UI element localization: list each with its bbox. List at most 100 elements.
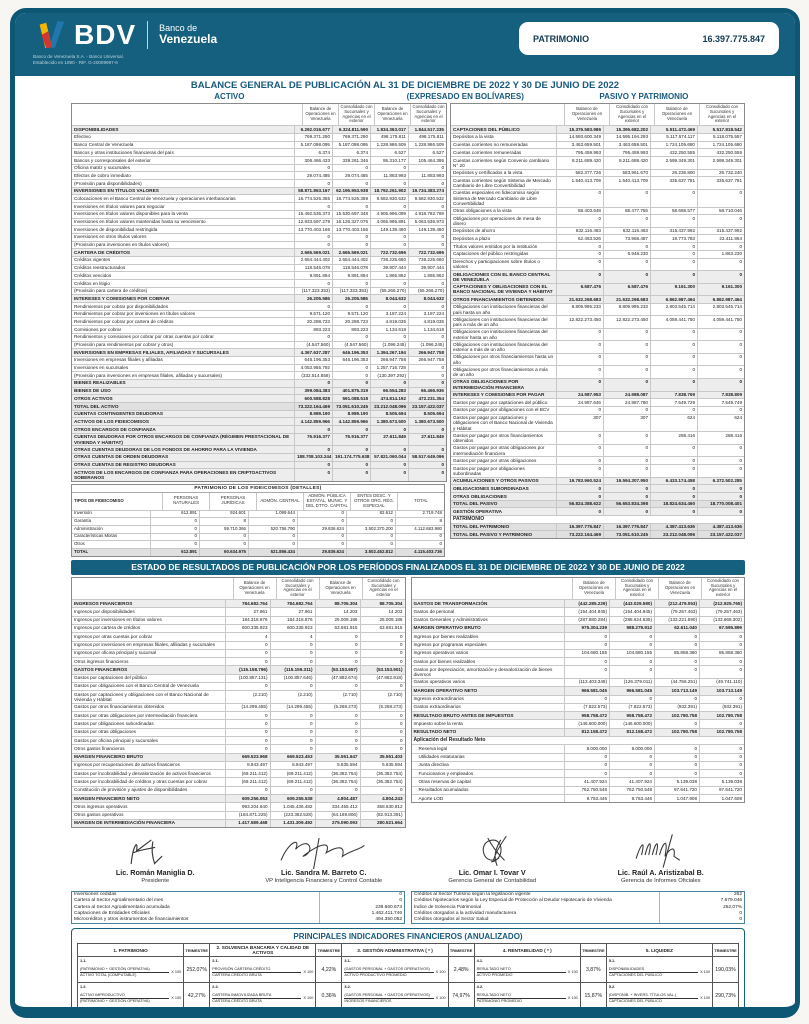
row-value: 8.044.632	[408, 295, 446, 303]
table-row: OTRAS OBLIGACIONES 0 0 0 0	[451, 492, 744, 500]
bdv-bird-icon	[39, 20, 65, 49]
table-row: Comisiones por cobrar 893.223 893.223 1.134…	[72, 325, 446, 333]
table-row: Cuentas corrientes remuneradas 795.459.99…	[451, 148, 744, 156]
table-row: Ingresos extraordinarios 0 0 0 0	[411, 694, 744, 703]
row-value: 12.833.597.279	[294, 218, 332, 226]
indicator-group: 1. PATRIMONIO TRIMESTRE 1.1. (PATRIMONIO + …	[78, 944, 210, 1007]
row-value: 0	[654, 720, 699, 728]
row-label: Gastos Generales y Administrativos	[413, 617, 488, 623]
row-label: Cartera al Sector Agroalimentario del me…	[74, 898, 164, 904]
row-label: Otros ingresos operativos	[74, 803, 128, 809]
row-value: 23.411.864	[697, 235, 744, 243]
table-row: Gastos por pagar por obligaciones con el…	[451, 405, 744, 414]
row-value: 0	[359, 745, 405, 753]
row-value: 0	[697, 258, 744, 271]
row-value: 0	[603, 444, 650, 457]
row-value: 7.549.749	[697, 399, 744, 406]
formula-numerator: RESULTADO NETO	[476, 993, 566, 999]
row-value: 4.367.637.287	[294, 349, 332, 356]
column-header: TOTAL	[397, 492, 444, 510]
row-value: 0	[556, 328, 603, 341]
table-row: Créditos hipotecarios según la Ley Espec…	[412, 897, 744, 905]
row-value: 0	[609, 633, 654, 641]
table-row: Obligaciones por otros financiamientos h…	[451, 352, 744, 366]
formula-denominator: ACTIVO PRODUCTIVO PROMEDIO	[344, 973, 407, 978]
row-label: TOTAL DEL ACTIVO	[74, 403, 119, 409]
row-value: 0	[556, 406, 603, 414]
column-header	[72, 114, 302, 115]
formula-factor: X 100	[567, 996, 578, 1001]
indicator-formula: 5.2. (DISPONIB. + INVERS. TÍTULOS VAL.) CA…	[607, 983, 714, 1007]
row-value: 188.708.103.244	[294, 453, 332, 461]
row-value: 4.142.859.966	[332, 418, 370, 426]
table-row: Gastos por pagar por otras obligaciones 0…	[451, 456, 744, 465]
trimestre-label: TRIMESTRE	[582, 947, 605, 953]
table-row: Inversiones de disponibilidad restringid…	[72, 225, 446, 233]
footnote-annualized: ( * ) ANUALIZADO, CALCULADO EN BASE A SA…	[81, 1010, 231, 1016]
row-value: 76.916.377	[294, 433, 332, 446]
row-value: 27.611.849	[408, 433, 446, 446]
row-value: 632.116.463	[603, 227, 650, 235]
row-value: 8.943.497	[269, 761, 315, 770]
table-row: ACUMULACIONES Y OTROS PASIVOS 19.783.960.…	[451, 476, 744, 485]
column-header: ADMÓN. PÚBLICA ESTATAL, MUNIC. Y DEL DTT…	[303, 492, 350, 510]
indicator-group-title: 5. LIQUIDEZ	[607, 944, 714, 957]
row-value: 0	[370, 379, 408, 387]
row-value: 600.588.828	[294, 395, 332, 402]
row-label: Ingresos por bienes realizables	[413, 633, 479, 639]
row-value: 0	[697, 353, 744, 366]
column-header: Consolidado con Sucursales y Agencias en…	[615, 577, 658, 600]
row-value: 0	[332, 379, 370, 387]
row-value: (79.257.463)	[654, 608, 699, 616]
row-value: 73.968.487	[603, 235, 650, 243]
table-row: INVERSIONES EN TÍTULOS VALORES 58.871.863…	[72, 186, 446, 195]
row-value: 0	[659, 916, 744, 924]
row-value: 1.724.105.680	[697, 141, 744, 149]
table-row: MARGEN FINANCIERO NETO 609.256.053 609.255…	[72, 794, 405, 803]
row-value: (53.153.657)	[314, 666, 360, 674]
row-label: Ingresos por programas especiales	[413, 642, 487, 647]
row-value: 0	[294, 461, 332, 469]
row-value: 6.527	[408, 149, 446, 156]
row-value: (36.382.754)	[359, 778, 405, 786]
row-value: 0	[332, 469, 370, 481]
row-value: 19.734.383.274	[408, 187, 446, 195]
row-value: (288.624.635)	[609, 616, 654, 624]
row-value: 600.335.923	[224, 624, 270, 633]
row-value: 16.774.526.359	[332, 195, 370, 203]
row-value: 1.380.673.500	[408, 418, 446, 426]
row-value: 62.611.040	[654, 624, 699, 633]
row-label: Otros ingresos financieros	[74, 658, 129, 664]
row-value: 102.780.758	[699, 728, 744, 736]
row-value: 0	[654, 641, 699, 649]
formula-denominator: PATRIMONIO PROMEDIO	[476, 999, 522, 1004]
formula-numerator: DISPONIBILIDADES	[608, 967, 699, 973]
indicator-group-title: 1. PATRIMONIO	[78, 944, 185, 957]
row-value: 0	[556, 378, 603, 391]
row-value: 0	[199, 533, 248, 541]
row-value: 184.318.876	[224, 616, 270, 624]
table-row: CUENTAS CONTINGENTES DEUDORAS 8.989.190 8.…	[72, 409, 446, 418]
row-value: 0	[224, 745, 270, 753]
row-value: 0	[654, 745, 699, 753]
table-row: Cartera al Sector Agroalimentario acumul…	[72, 904, 404, 911]
indicator-value: 190,03%	[715, 966, 736, 973]
signer-title: Gerencia General de Contabilidad	[448, 877, 537, 884]
row-value: 0	[294, 426, 332, 433]
table-row: (Provisión para disponibilidades) 0 0 0 0	[72, 179, 446, 187]
table-row: Créditos vigentes 2.654.444.402 2.654.444.…	[72, 255, 446, 264]
indicator-value: 252,07%	[186, 966, 207, 973]
table-row: GASTOS DE TRANSFORMACIÓN (442.285.229) (44…	[411, 599, 744, 608]
row-value: 975.304.239	[564, 624, 609, 633]
row-value: 1.865.862	[408, 272, 446, 279]
row-value: 5.635.594	[359, 761, 405, 770]
table-row: RESULTADO BRUTO ANTES DE IMPUESTOS 958.75…	[411, 711, 744, 720]
row-value: 993.204.640	[224, 803, 270, 811]
signer-name: Lic. Raúl A. Aristizabal B.	[617, 868, 704, 878]
indicator-row: 5.1. DISPONIBILIDADES CAPTACIONES DEL PÚBL…	[606, 956, 739, 983]
row-value: 0	[603, 271, 650, 283]
row-value: 0	[332, 180, 370, 187]
column-header: Balance de Operaciones en Venezuela	[572, 577, 615, 600]
table-row: Índice de Solvencia Patrimonial 252,07%	[412, 904, 744, 911]
logo-divider	[147, 21, 149, 49]
